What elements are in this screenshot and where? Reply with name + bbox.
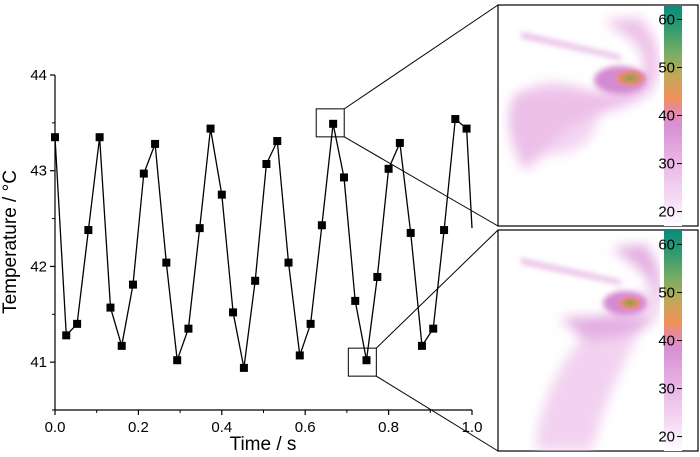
x-axis-label: Time / s [230, 434, 297, 455]
data-point [51, 133, 59, 142]
data-point [173, 356, 182, 365]
zoom-connector [343, 136, 499, 227]
zoom-connector [375, 229, 499, 349]
data-point [384, 164, 393, 173]
data-point [251, 276, 260, 285]
data-point [440, 226, 449, 235]
y-tick-labels: 41 42 43 44 [30, 67, 47, 371]
y-axis-label: Temperature / °C [0, 170, 21, 314]
x-tick-label: 0.6 [295, 419, 316, 436]
colorbar-tick-label: 50 [658, 284, 675, 301]
thermal-plume-bottom [520, 244, 660, 450]
data-point [406, 228, 415, 237]
data-point [417, 341, 426, 350]
temperature-plot: 0.0 0.2 0.4 0.6 0.8 1.0 41 42 43 44 Time / s Tem… [0, 4, 499, 455]
data-point [317, 221, 326, 230]
colorbar-ticks-bottom: 20 30 40 50 60 [658, 236, 682, 446]
data-point [273, 137, 282, 146]
data-point [329, 119, 338, 128]
colorbar-bottom [664, 230, 682, 451]
data-point [362, 356, 371, 365]
data-point [262, 160, 271, 169]
data-point [351, 296, 360, 305]
x-tick-label: 0.0 [45, 419, 66, 436]
data-point [206, 124, 215, 133]
data-point [462, 124, 471, 133]
colorbar-tick-label: 60 [658, 11, 675, 28]
data-point [195, 224, 204, 233]
data-point [162, 258, 171, 267]
data-point [62, 331, 71, 340]
x-tick-label: 0.8 [378, 419, 399, 436]
y-tick-label: 43 [30, 163, 47, 180]
data-point [229, 308, 238, 317]
data-point [284, 258, 293, 267]
y-tick-label: 44 [30, 67, 47, 84]
data-point [128, 280, 137, 289]
colorbar-tick-label: 40 [658, 108, 675, 125]
data-point [239, 363, 248, 372]
data-point [95, 133, 104, 142]
data-point [151, 139, 160, 148]
colorbar-tick-label: 20 [658, 204, 675, 221]
data-point [306, 319, 315, 328]
y-tick-label: 42 [30, 258, 47, 275]
zoom-boxes [315, 4, 499, 452]
data-point [395, 138, 404, 147]
data-point [117, 341, 126, 350]
colorbar-tick-label: 50 [658, 59, 675, 76]
colorbar-top [664, 5, 682, 226]
data-point [429, 324, 438, 333]
data-point [73, 319, 82, 328]
data-point [84, 226, 93, 235]
series-line [54, 117, 473, 369]
data-point [295, 351, 304, 360]
colorbar-tick-label: 30 [658, 156, 675, 173]
zoom-box [315, 108, 345, 138]
thermal-plume-top [509, 18, 659, 170]
zoom-box [347, 347, 377, 377]
x-tick-label: 0.4 [211, 419, 232, 436]
axis-ticks [50, 74, 473, 415]
data-point [106, 303, 115, 312]
x-tick-label: 1.0 [462, 419, 483, 436]
data-point [139, 169, 148, 178]
x-tick-label: 0.2 [128, 419, 149, 436]
data-point [339, 173, 348, 182]
colorbar-ticks-top: 20 30 40 50 60 [658, 11, 682, 221]
series-markers [51, 115, 471, 372]
data-point [451, 115, 460, 124]
data-point [217, 190, 226, 199]
colorbar-tick-label: 60 [658, 236, 675, 253]
thermal-image-top: 20 30 40 50 60 [497, 4, 699, 227]
thermal-image-bottom: 20 30 40 50 60 [497, 229, 699, 452]
colorbar-tick-label: 30 [658, 381, 675, 398]
zoom-connector [343, 4, 499, 110]
y-tick-label: 41 [30, 354, 47, 371]
colorbar-tick-label: 40 [658, 333, 675, 350]
zoom-connector [376, 375, 499, 452]
colorbar-tick-label: 20 [658, 429, 675, 446]
data-point [184, 324, 193, 333]
data-point [373, 272, 382, 281]
